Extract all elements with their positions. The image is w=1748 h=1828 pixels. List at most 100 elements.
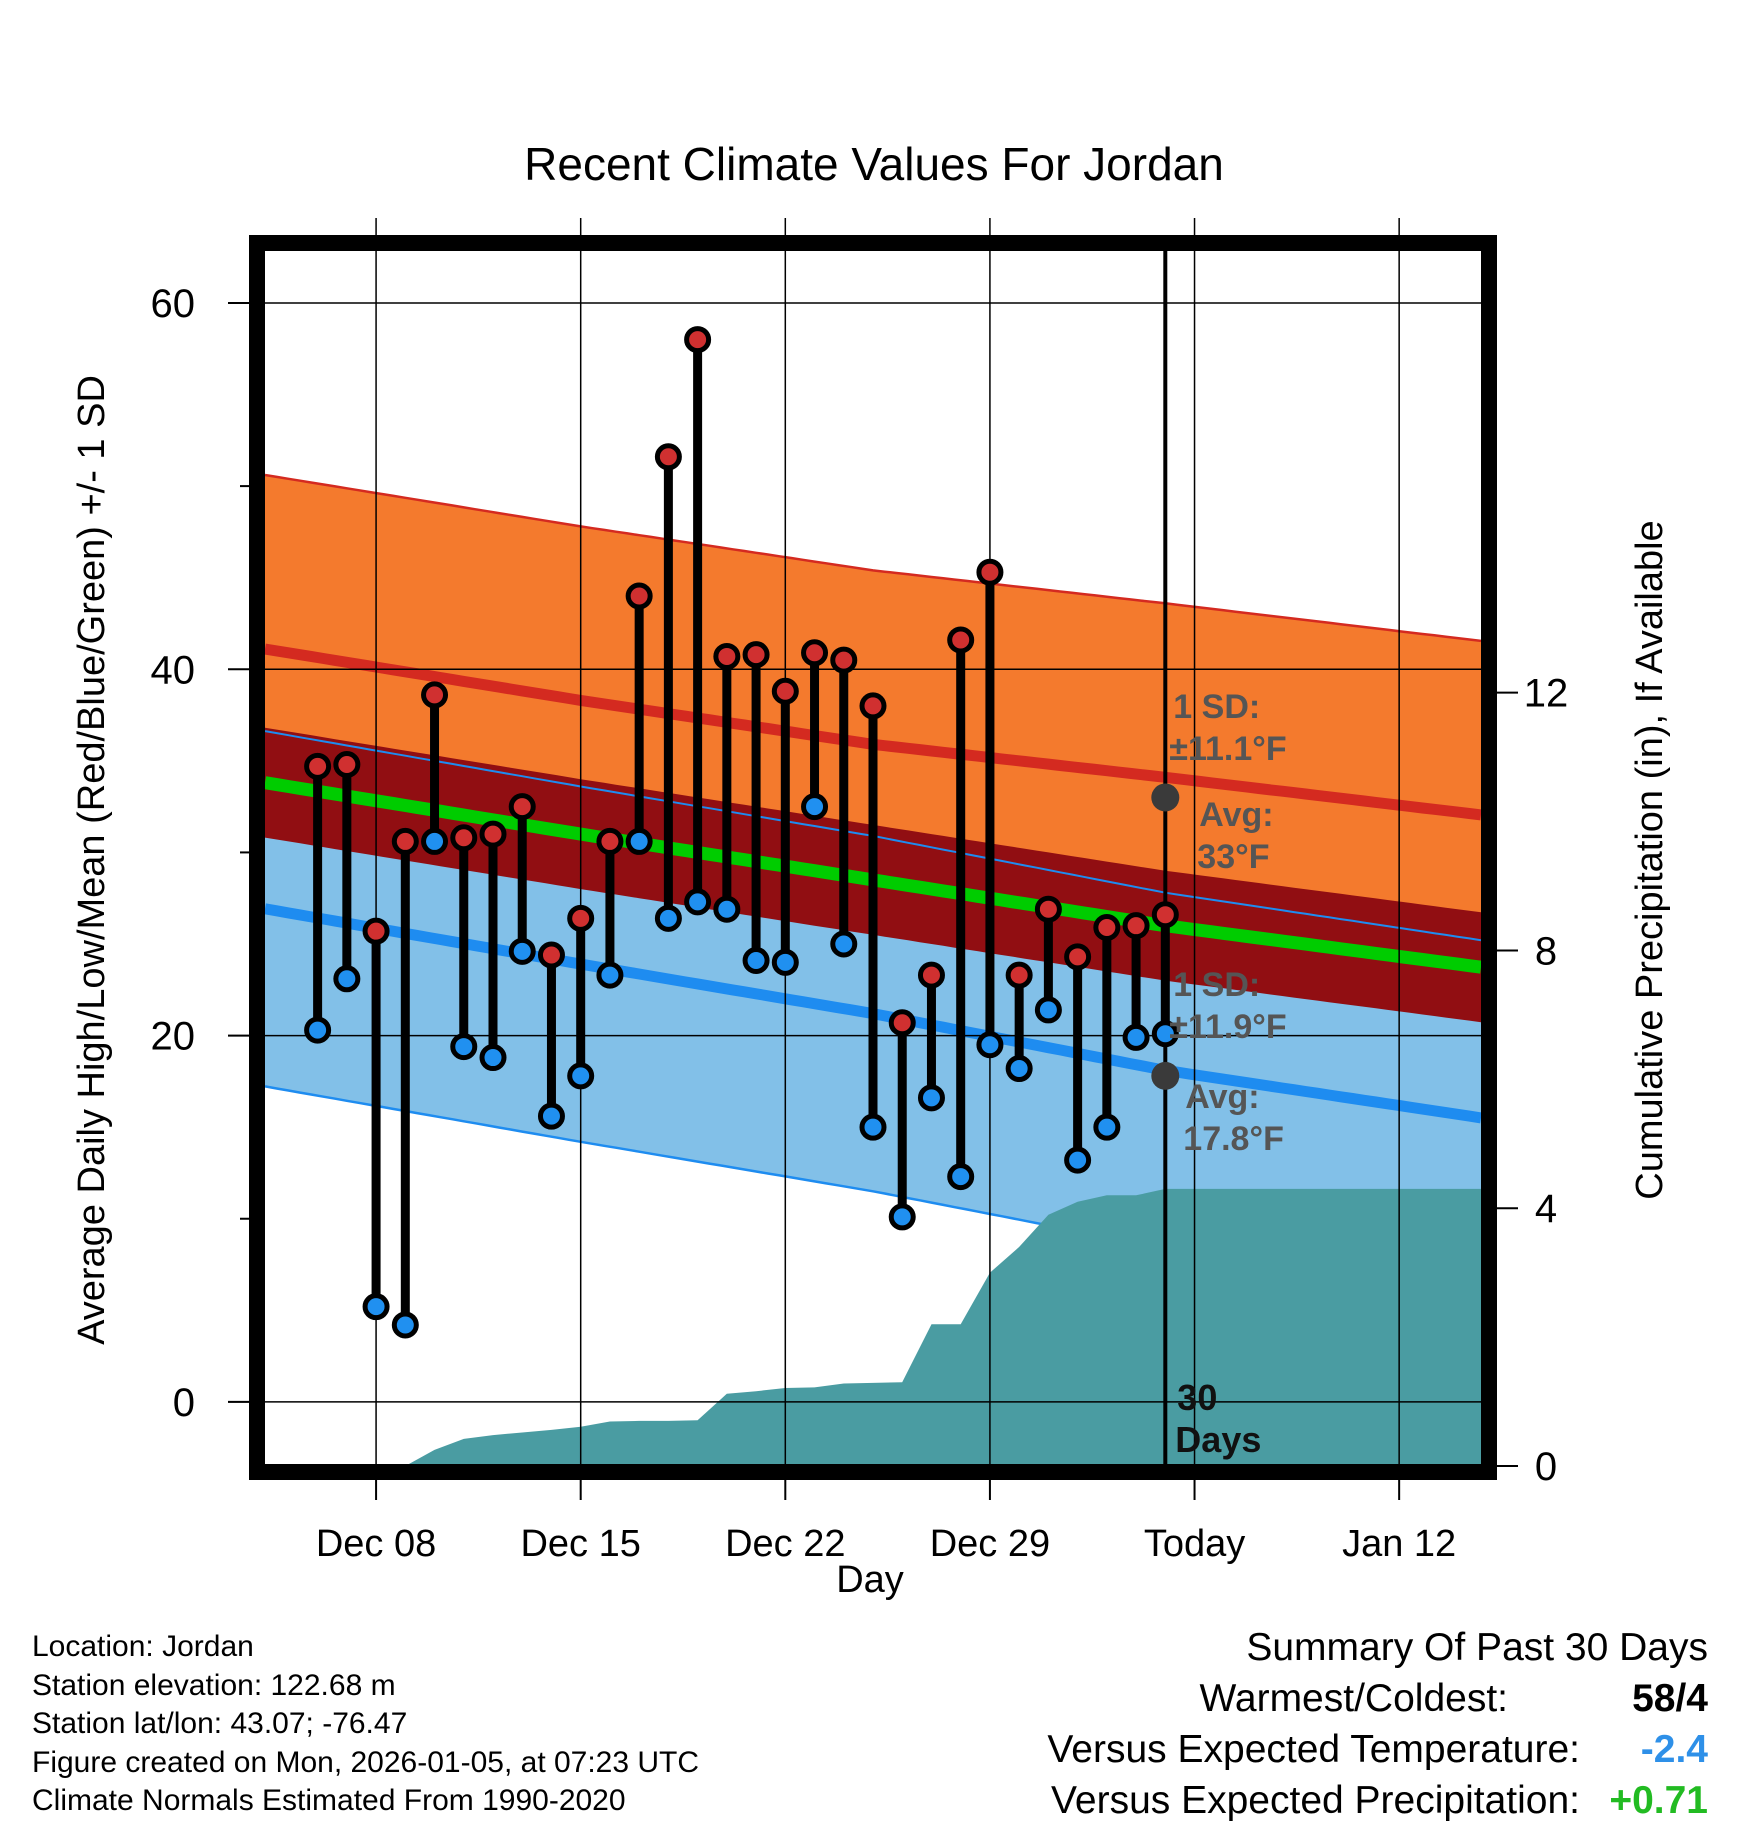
high-temp-marker [391,827,419,855]
created-text: Figure created on Mon, 2026-01-05, at 07… [32,1745,700,1779]
high-upper-sd-line [265,473,1481,643]
precip-value: +0.71 [1609,1779,1708,1822]
low-temp-marker [947,1163,975,1191]
high-temp-marker [801,639,829,667]
temp-label: Versus Expected Temperature: [1047,1728,1580,1771]
high-temp-marker [450,824,478,852]
low-temp-marker [1034,996,1062,1024]
low-temp-marker [830,930,858,958]
temp-value: -2.4 [1640,1728,1708,1771]
y2-tick-label: 4 [1535,1187,1557,1231]
high-temp-marker [654,443,682,471]
low-temp-marker [567,1062,595,1090]
high-temp-marker [567,904,595,932]
y-axis-label: Average Daily High/Low/Mean (Red/Blue/Gr… [71,375,113,1345]
high-temp-marker [1064,943,1092,971]
high-temp-marker [625,582,653,610]
high-temp-marker [362,917,390,945]
low-sd-value: ±11.9°F [1169,1008,1286,1046]
low-temp-marker [596,961,624,989]
summary-panel: Summary Of Past 30 Days Warmest/Coldest:… [948,1622,1708,1826]
low-temp-marker [1005,1055,1033,1083]
high-temp-marker [888,1009,916,1037]
warm-cold-value: 58/4 [1632,1677,1708,1720]
summary-heading: Summary Of Past 30 Days [1246,1626,1708,1669]
x-tick-label: Dec 08 [316,1523,436,1565]
y-tick-label: 40 [151,648,196,692]
high-temp-marker [742,641,770,669]
high-temp-marker [1093,914,1121,942]
high-temp-marker [508,793,536,821]
low-temp-marker [333,965,361,993]
high-temp-marker [1151,901,1179,929]
high-temp-marker [771,677,799,705]
x-tick-label: Dec 22 [725,1523,845,1565]
low-sd-label: 1 SD: [1173,966,1260,1004]
high-temp-marker [947,626,975,654]
high-temp-marker [421,681,449,709]
low-temp-marker [421,827,449,855]
high-avg-label: Avg: [1199,796,1273,834]
low-temp-marker [537,1102,565,1130]
low-temp-marker [771,948,799,976]
high-temp-marker [1005,961,1033,989]
x-axis-label: Day [836,1559,904,1601]
precip-label: Versus Expected Precipitation: [1051,1779,1580,1822]
low-temp-marker [654,904,682,932]
high-temp-marker [859,692,887,720]
low-temp-marker [917,1084,945,1112]
low-avg-dot [1151,1061,1180,1090]
low-temp-marker [684,888,712,916]
days-number-label: 30 [1177,1377,1217,1418]
high-temp-marker [830,646,858,674]
days-word-label: Days [1175,1419,1261,1460]
plot-frame [249,235,1497,1480]
high-temp-marker [917,961,945,989]
high-temp-marker [333,751,361,779]
y2-tick-label: 0 [1535,1445,1557,1489]
low-temp-marker [362,1293,390,1321]
latlon-text: Station lat/lon: 43.07; -76.47 [32,1707,408,1740]
low-temp-marker [888,1203,916,1231]
climate-chart: Recent Climate Values For Jordan 1 SD: ±1… [71,138,1671,1601]
low-temp-marker [391,1311,419,1339]
low-temp-marker [1093,1113,1121,1141]
low-temp-marker [713,895,741,923]
y-tick-label: 20 [151,1015,196,1059]
low-temp-marker [801,793,829,821]
chart-title: Recent Climate Values For Jordan [524,138,1224,190]
y-tick-label: 60 [151,282,196,326]
low-temp-marker [859,1113,887,1141]
low-temp-marker [742,946,770,974]
low-temp-marker [1064,1146,1092,1174]
precip-area [265,1188,1481,1466]
x-tick-label: Jan 12 [1342,1523,1456,1565]
high-temp-marker [1034,895,1062,923]
high-sd-value: ±11.1°F [1169,730,1286,768]
high-temp-marker [479,820,507,848]
high-sd-label: 1 SD: [1173,688,1260,726]
high-temp-marker [713,642,741,670]
y2-tick-label: 8 [1535,929,1557,973]
low-temp-marker [1151,1020,1179,1048]
low-avg-value: 17.8°F [1183,1120,1284,1158]
high-temp-marker [1122,912,1150,940]
x-tick-label: Dec 29 [930,1523,1050,1565]
high-temp-marker [537,941,565,969]
elevation-text: Station elevation: 122.68 m [32,1668,396,1702]
low-avg-label: Avg: [1185,1078,1259,1116]
x-tick-label: Dec 15 [520,1523,640,1565]
high-temp-marker [596,827,624,855]
low-temp-marker [625,827,653,855]
x-tick-label: Today [1144,1523,1245,1565]
location-text: Location: Jordan [32,1630,254,1663]
high-temp-marker [304,752,332,780]
low-temp-marker [1122,1023,1150,1051]
low-temp-marker [479,1044,507,1072]
low-temp-marker [304,1016,332,1044]
normals-text: Climate Normals Estimated From 1990-2020 [32,1784,626,1817]
high-avg-value: 33°F [1197,838,1269,876]
high-avg-dot [1151,783,1180,812]
high-temp-marker [684,326,712,354]
y2-tick-label: 12 [1524,672,1569,716]
